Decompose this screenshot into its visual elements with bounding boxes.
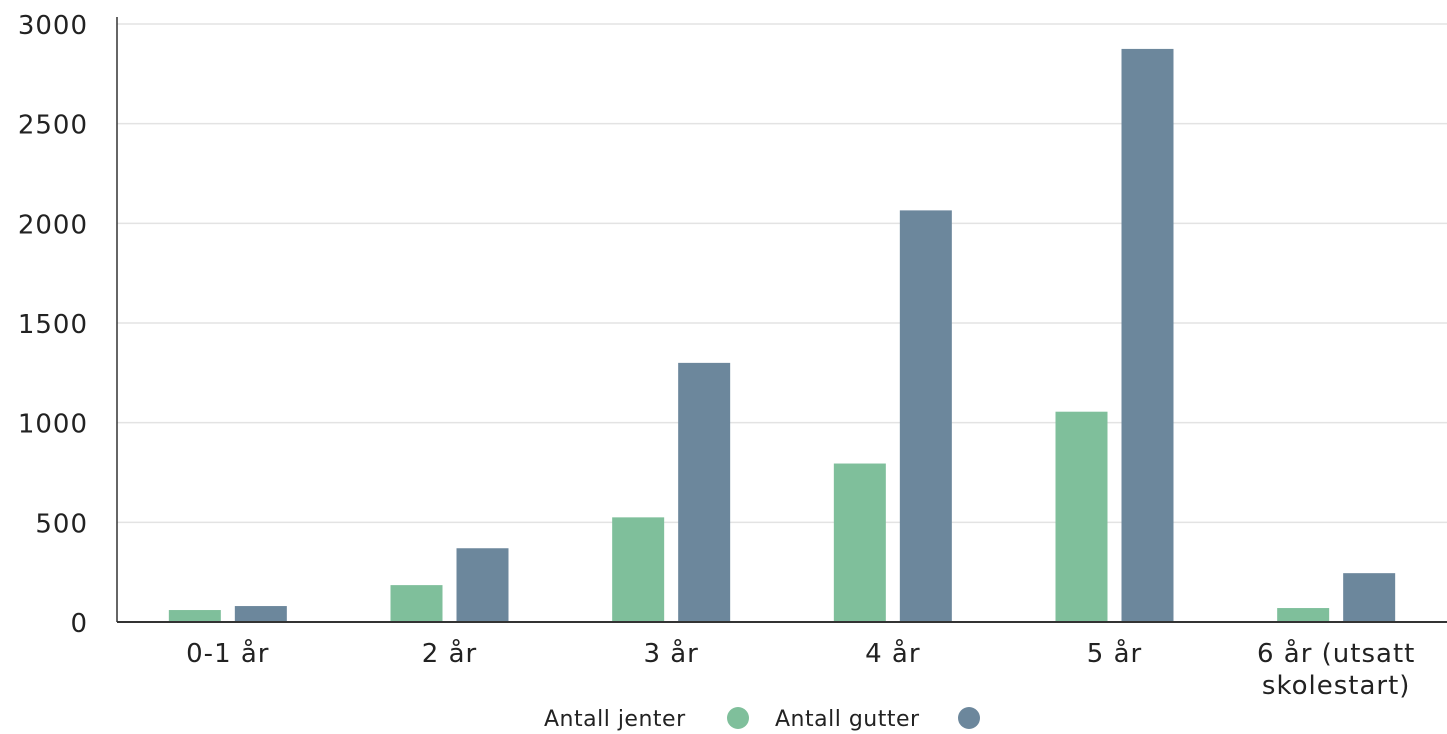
bar-antall-jenter: [833, 463, 886, 622]
bar-antall-gutter: [234, 606, 287, 622]
legend-marker: [727, 707, 749, 729]
y-tick-label: 0: [70, 609, 88, 639]
bar-antall-gutter: [678, 362, 731, 622]
x-axis-category-labels: 0-1 år 2 år 3 år 4 år 5 år 6 år (utsatt skoles…: [186, 638, 1415, 701]
x-tick-label: 6 år (utsatt skolestart): [1257, 638, 1415, 701]
legend: Antall jenter Antall gutter: [544, 707, 980, 732]
bars: [168, 48, 1396, 623]
legend-label: Antall gutter: [775, 707, 920, 732]
bar-antall-jenter: [390, 585, 443, 622]
legend-item-antall-jenter[interactable]: Antall jenter: [544, 707, 749, 732]
axes: [116, 17, 1447, 623]
x-tick-label: 0-1 år: [186, 638, 269, 669]
y-axis-tick-labels: 0 500 1000 1500 2000 2500 3000: [18, 11, 88, 639]
bar-antall-gutter: [1121, 48, 1174, 622]
bar-antall-gutter: [899, 210, 952, 623]
x-tick-label: 2 år: [422, 638, 477, 669]
bar-antall-jenter: [612, 517, 665, 622]
bar-antall-gutter: [456, 548, 509, 622]
bar-antall-jenter: [1055, 411, 1108, 622]
gridlines: [117, 23, 1447, 524]
bar-antall-jenter: [1277, 608, 1330, 622]
x-tick-label: 4 år: [865, 638, 920, 669]
y-tick-label: 2000: [18, 210, 88, 240]
x-tick-label: 3 år: [643, 638, 698, 669]
bar-antall-jenter: [168, 610, 221, 622]
y-tick-label: 1000: [18, 410, 88, 440]
y-tick-label: 500: [35, 509, 88, 539]
legend-marker: [958, 707, 980, 729]
y-tick-label: 3000: [18, 11, 88, 41]
x-tick-label: 5 år: [1087, 638, 1142, 669]
legend-item-antall-gutter[interactable]: Antall gutter: [775, 707, 980, 732]
y-tick-label: 2500: [18, 111, 88, 141]
bar-antall-gutter: [1343, 573, 1396, 622]
y-tick-label: 1500: [18, 310, 88, 340]
legend-label: Antall jenter: [544, 707, 686, 732]
